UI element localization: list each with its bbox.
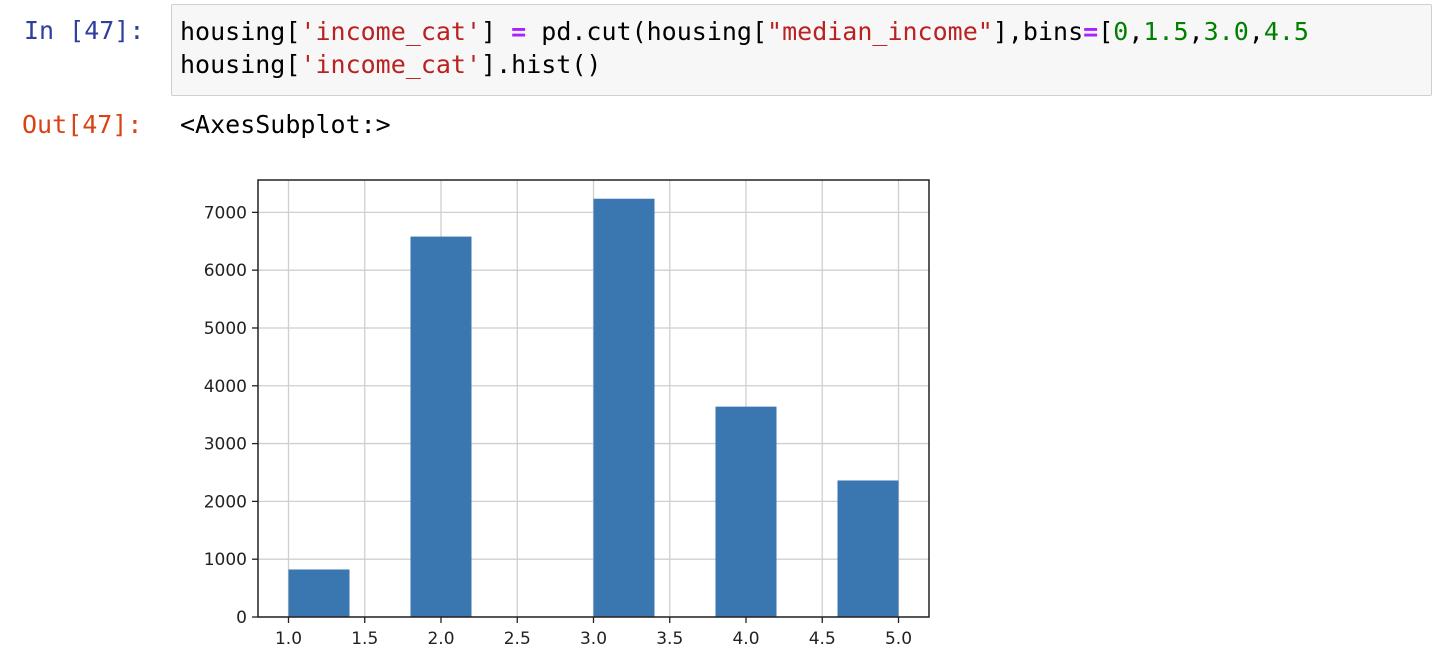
code-token: , [1248,17,1264,46]
code-token: ] [481,17,512,46]
code-token: [ [1098,17,1114,46]
code-line-2: housing['income_cat'].hist() [180,48,601,81]
x-tick-label: 4.0 [732,629,759,649]
code-token: 4.5 [1263,17,1309,46]
x-tick-label: 1.0 [275,629,302,649]
y-tick-label: 2000 [204,492,247,512]
y-tick-label: 0 [236,608,247,628]
y-tick-label: 1000 [204,550,247,570]
y-tick-label: 5000 [204,319,247,339]
code-token: , [1188,17,1204,46]
code-cell-editor[interactable]: housing['income_cat'] = pd.cut(housing["… [171,4,1432,96]
x-tick-label: 3.5 [656,629,683,649]
y-tick-label: 7000 [204,203,247,223]
code-token: "median_income" [767,17,993,46]
histogram-bar [410,236,472,618]
code-token: 3.0 [1203,17,1249,46]
histogram-bar [715,406,777,617]
code-token: ],bins [992,17,1084,46]
code-token: 'income_cat' [300,17,482,46]
code-token: = [511,17,527,46]
code-token: 0 [1113,17,1129,46]
code-token: 'income_cat' [300,50,482,79]
histogram-bar [288,569,350,617]
histogram-bar [837,480,899,617]
x-tick-label: 3.0 [580,629,607,649]
histogram-svg: 1.0 1.5 2.0 2.5 3.0 3.5 4.0 4.5 5.0 0 1000 2000 3000… [204,179,930,649]
histogram-bar [593,198,655,617]
code-token: ].hist() [481,50,602,79]
code-token: 1.5 [1143,17,1189,46]
code-token: = [1083,17,1099,46]
histogram-chart: 1.0 1.5 2.0 2.5 3.0 3.5 4.0 4.5 5.0 0 1000 2000 3000… [180,170,970,664]
x-tick-label: 1.5 [351,629,378,649]
code-token: pd.cut(housing[ [526,17,768,46]
y-tick-label: 3000 [204,435,247,455]
code-token: housing[ [180,50,301,79]
x-tick-label: 5.0 [885,629,912,649]
code-token: housing[ [180,17,301,46]
code-token: , [1128,17,1144,46]
output-text: <AxesSubplot:> [180,110,391,139]
x-tick-label: 2.5 [504,629,531,649]
code-line-1: housing['income_cat'] = pd.cut(housing["… [180,15,1309,48]
y-tick-label: 4000 [204,377,247,397]
y-tick-label: 6000 [204,261,247,281]
input-prompt: In [47]: [24,16,145,45]
x-tick-label: 4.5 [809,629,836,649]
x-tick-label: 2.0 [427,629,454,649]
output-prompt: Out[47]: [22,110,143,139]
